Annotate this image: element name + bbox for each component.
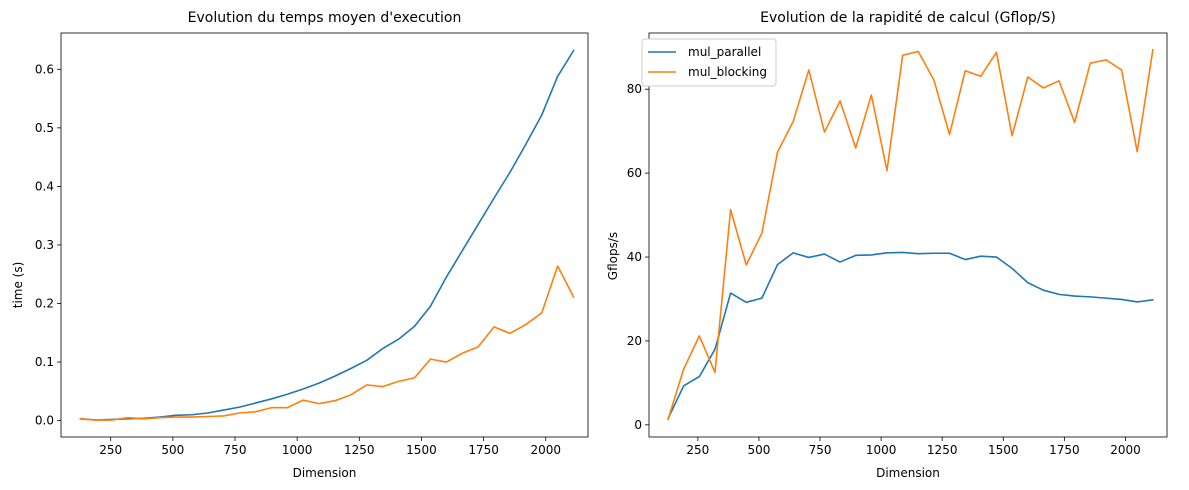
y-tick-label: 0.1 — [35, 355, 54, 369]
y-tick-label: 0 — [634, 418, 642, 432]
chart-title: Evolution du temps moyen d'execution — [188, 10, 462, 26]
y-tick-label: 60 — [627, 166, 642, 180]
series-line-mul-parallel — [666, 251, 1154, 420]
x-tick-label: 1500 — [406, 443, 437, 457]
series-line-mul-blocking — [79, 265, 575, 421]
x-tick-label: 750 — [224, 443, 247, 457]
y-tick-label: 0.4 — [35, 179, 54, 193]
x-tick-label: 500 — [747, 443, 770, 457]
series-lines — [666, 48, 1154, 421]
x-tick-label: 1250 — [927, 443, 958, 457]
x-tick-label: 750 — [809, 443, 832, 457]
x-tick-label: 1750 — [1049, 443, 1080, 457]
x-tick-label: 2000 — [530, 443, 561, 457]
x-axis-label: Dimension — [293, 466, 357, 480]
x-ticks: 250 500 750 1000 1250 1500 1750 2000 — [99, 437, 561, 457]
y-tick-label: 0.0 — [35, 414, 54, 428]
series-lines — [79, 49, 575, 421]
legend-label-mul-blocking: mul_blocking — [688, 65, 767, 79]
x-tick-label: 1000 — [866, 443, 897, 457]
chart-gflops: Evolution de la rapidité de calcul (Gflo… — [606, 10, 1168, 480]
y-tick-label: 0.2 — [35, 297, 54, 311]
plot-frame — [648, 32, 1168, 438]
series-line-mul-blocking — [667, 48, 1154, 421]
y-axis-label: Gflops/s — [606, 232, 620, 280]
x-tick-label: 1500 — [988, 443, 1019, 457]
x-tick-label: 250 — [99, 443, 122, 457]
x-tick-label: 2000 — [1110, 443, 1141, 457]
y-tick-label: 0.6 — [35, 62, 54, 76]
y-tick-label: 40 — [627, 250, 642, 264]
y-ticks: 0 20 40 60 80 — [627, 82, 649, 432]
chart-time: Evolution du temps moyen d'execution Dim… — [11, 10, 589, 480]
y-ticks: 0.0 0.1 0.2 0.3 0.4 0.5 0.6 — [35, 62, 61, 428]
y-tick-label: 80 — [627, 82, 642, 96]
x-tick-label: 1750 — [468, 443, 499, 457]
x-tick-label: 250 — [686, 443, 709, 457]
plot-frame — [60, 32, 589, 438]
x-axis-label: Dimension — [876, 466, 940, 480]
y-tick-label: 20 — [627, 334, 642, 348]
x-ticks: 250 500 750 1000 1250 1500 1750 2000 — [686, 437, 1141, 457]
x-tick-label: 1000 — [282, 443, 313, 457]
legend-box — [641, 38, 777, 87]
legend: mul_parallel mul_blocking — [641, 38, 777, 87]
y-axis-label: time (s) — [11, 262, 25, 309]
x-tick-label: 1250 — [344, 443, 375, 457]
x-tick-label: 500 — [161, 443, 184, 457]
series-line-mul-parallel — [79, 49, 575, 421]
legend-label-mul-parallel: mul_parallel — [688, 45, 761, 59]
y-tick-label: 0.5 — [35, 121, 54, 135]
y-tick-label: 0.3 — [35, 238, 54, 252]
chart-title: Evolution de la rapidité de calcul (Gflo… — [760, 10, 1056, 26]
